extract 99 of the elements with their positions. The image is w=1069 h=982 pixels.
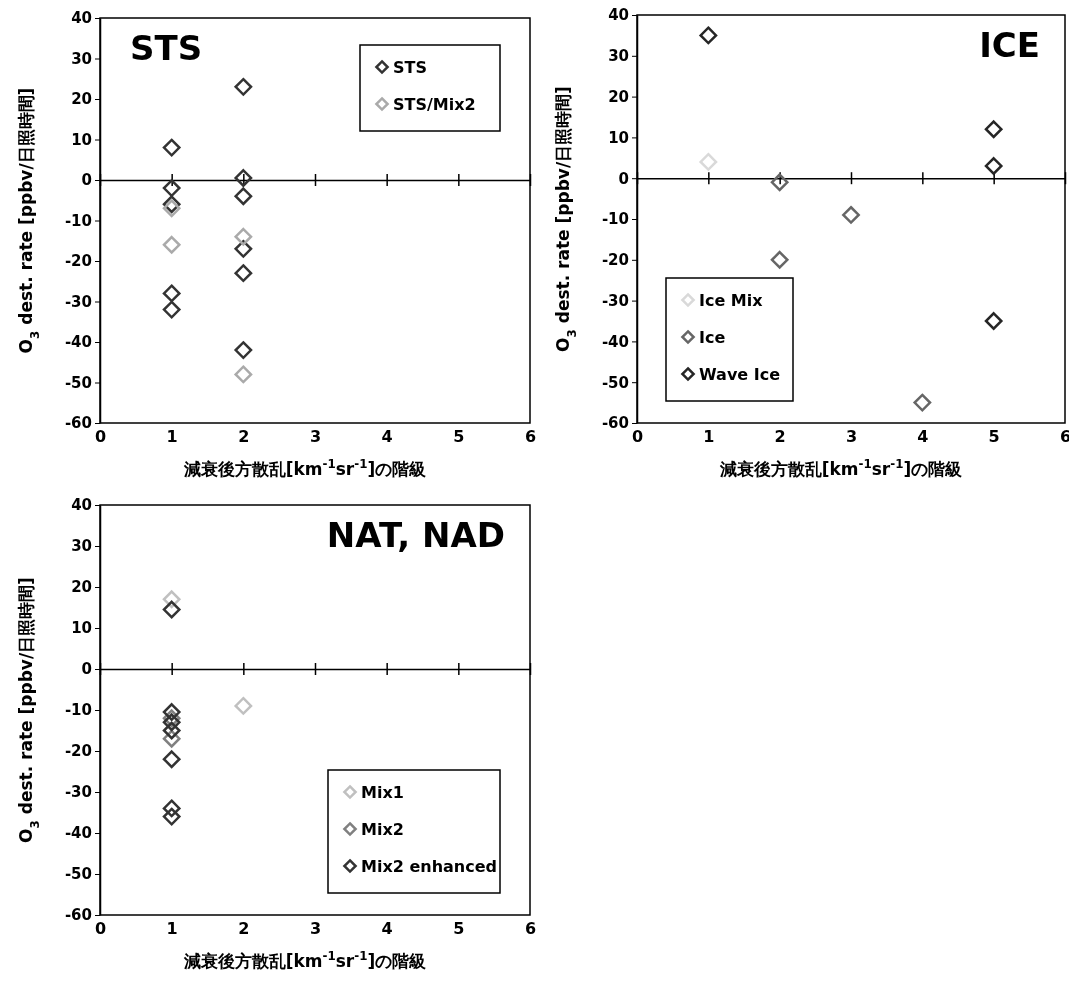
legend-label: Ice <box>699 328 726 347</box>
y-tick-label: 40 <box>71 9 92 28</box>
chart-title: NAT, NAD <box>326 515 505 555</box>
x-tick-label: 1 <box>166 427 178 447</box>
point <box>234 187 253 206</box>
x-tick-label: 3 <box>309 427 322 447</box>
point <box>770 173 789 192</box>
point <box>234 227 253 246</box>
point <box>234 696 253 715</box>
legend-label: Ice Mix <box>699 291 764 310</box>
point <box>234 264 253 283</box>
y-tick-label: -60 <box>601 414 629 433</box>
point <box>162 235 181 254</box>
y-tick-label: -50 <box>64 865 92 884</box>
legend-label: STS <box>393 58 427 77</box>
y-tick-label: -60 <box>64 906 92 925</box>
y-tick-label: 20 <box>71 90 92 109</box>
y-tick-label: -20 <box>64 742 92 761</box>
y-tick-label: 10 <box>71 619 92 638</box>
y-tick-label: 0 <box>81 660 92 679</box>
point <box>234 169 253 187</box>
y-tick-label: -10 <box>64 701 92 720</box>
y-tick-label: 10 <box>71 130 92 149</box>
point <box>162 138 181 157</box>
point <box>699 26 718 45</box>
x-tick-label: 6 <box>524 427 537 447</box>
x-tick-label: 2 <box>238 919 250 939</box>
y-tick-label: -40 <box>64 333 92 352</box>
y-tick-label: -10 <box>601 210 629 229</box>
y-tick-label: 30 <box>71 537 92 556</box>
x-tick-label: 5 <box>453 919 465 939</box>
point <box>984 312 1003 330</box>
point <box>162 713 181 732</box>
x-tick-label: 0 <box>94 427 107 447</box>
y-tick-label: 40 <box>608 6 629 25</box>
point <box>984 120 1003 139</box>
y-tick-label: 40 <box>71 496 92 515</box>
x-tick-label: 0 <box>631 427 644 447</box>
y-tick-label: -20 <box>601 251 629 270</box>
y-tick-label: -50 <box>601 373 629 392</box>
y-tick-label: 30 <box>608 47 629 66</box>
y-tick-label: -20 <box>64 252 92 271</box>
legend-label: STS/Mix2 <box>393 95 476 114</box>
legend-label: Mix2 <box>361 820 404 839</box>
y-tick-label: -30 <box>64 783 92 802</box>
legend-label: Mix1 <box>361 783 404 802</box>
y-tick-label: -40 <box>64 824 92 843</box>
point <box>162 590 181 609</box>
legend-label: Wave Ice <box>699 365 781 384</box>
x-tick-label: 4 <box>917 427 929 447</box>
y-tick-label: 20 <box>608 87 629 106</box>
y-tick-label: -60 <box>64 414 92 433</box>
point <box>162 703 181 721</box>
point <box>162 300 181 319</box>
y-tick-label: 30 <box>71 49 92 68</box>
x-tick-label: 5 <box>988 427 1000 447</box>
x-tick-label: 4 <box>381 427 393 447</box>
x-tick-label: 3 <box>845 427 858 447</box>
point <box>162 179 181 198</box>
legend-label: Mix2 enhanced <box>361 857 498 876</box>
x-tick-label: 1 <box>703 427 715 447</box>
x-tick-label: 3 <box>309 919 322 939</box>
point <box>984 157 1003 175</box>
x-axis-title: 減衰後方散乱[km$^{-1}$sr$^{-1}$]の階級 <box>182 949 427 971</box>
y-tick-label: -10 <box>64 211 92 230</box>
point <box>162 721 181 740</box>
x-tick-label: 2 <box>238 427 250 447</box>
point <box>162 199 181 218</box>
x-tick-label: 6 <box>524 919 537 939</box>
x-tick-label: 0 <box>94 919 107 939</box>
point <box>913 393 932 412</box>
y-tick-label: -30 <box>601 291 629 310</box>
x-tick-label: 1 <box>166 919 178 939</box>
point <box>234 239 253 258</box>
point <box>162 750 181 769</box>
point <box>770 250 789 269</box>
y-tick-label: 0 <box>618 169 629 188</box>
x-tick-label: 5 <box>453 427 465 447</box>
y-tick-label: 10 <box>608 128 629 147</box>
point <box>162 807 181 826</box>
point <box>162 284 181 303</box>
y-tick-label: 20 <box>71 578 92 597</box>
y-tick-label: -40 <box>601 332 629 351</box>
chart-title: ICE <box>979 25 1040 65</box>
chart-title: STS <box>130 28 203 68</box>
x-axis-title: 減衰後方散乱[km$^{-1}$sr$^{-1}$]の階級 <box>182 457 427 479</box>
point <box>234 365 253 384</box>
point <box>842 206 860 224</box>
point <box>162 600 181 619</box>
point <box>234 77 253 96</box>
x-axis-title: 減衰後方散乱[km$^{-1}$sr$^{-1}$]の階級 <box>718 457 963 479</box>
x-tick-label: 4 <box>381 919 393 939</box>
point <box>234 341 253 360</box>
point <box>162 799 181 818</box>
point <box>699 152 718 171</box>
y-tick-label: -50 <box>64 373 92 392</box>
y-tick-label: 0 <box>81 171 92 190</box>
y-tick-label: -30 <box>64 292 92 311</box>
x-tick-label: 2 <box>774 427 786 447</box>
